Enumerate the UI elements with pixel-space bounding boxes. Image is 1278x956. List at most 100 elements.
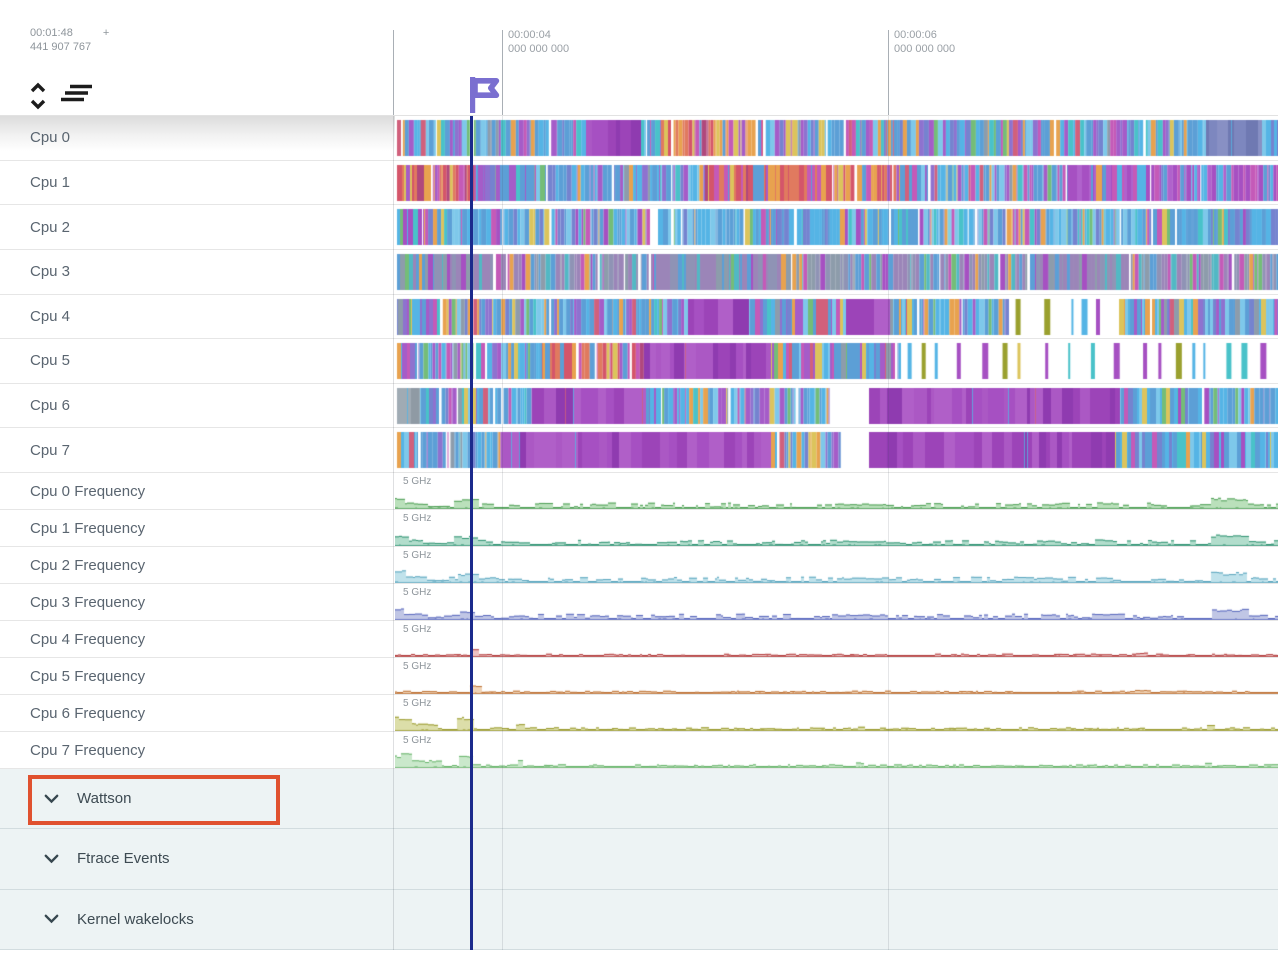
cpu-frequency-track-row: Cpu 1 Frequency 5 GHz [0, 510, 1278, 547]
flag-marker-icon[interactable] [466, 74, 506, 121]
frequency-scale-label: 5 GHz [403, 587, 432, 598]
cpu-track-row: Cpu 6 [0, 383, 1278, 429]
track-label-text: Cpu 3 [30, 263, 71, 281]
track-label-cpu-6[interactable]: Cpu 6 [0, 384, 395, 428]
timeline-gridline [502, 116, 503, 950]
track-label-text: Cpu 2 [30, 218, 71, 236]
group-row-kernel-wakelocks[interactable]: Kernel wakelocks [0, 889, 1278, 950]
timeline-gridline [888, 116, 889, 950]
track-label-text: Cpu 0 [30, 129, 71, 147]
track-label-cpu-3-frequency[interactable]: Cpu 3 Frequency [0, 584, 395, 620]
frequency-scale-label: 5 GHz [403, 624, 432, 635]
group-label-text: Kernel wakelocks [77, 910, 194, 928]
frequency-scale-label: 5 GHz [403, 735, 432, 746]
timeline-ruler: 00:01:48 +441 907 767 00:00:04 000 000 000… [0, 0, 1278, 116]
chevron-down-icon[interactable] [44, 854, 59, 864]
frequency-scale-label: 5 GHz [403, 476, 432, 487]
frequency-chart-canvas[interactable] [395, 621, 1278, 657]
track-label-text: Cpu 3 Frequency [30, 593, 146, 611]
track-label-cpu-7[interactable]: Cpu 7 [0, 428, 395, 472]
cpu-track-row: Cpu 0 [0, 116, 1278, 161]
track-label-cpu-1-frequency[interactable]: Cpu 1 Frequency [0, 510, 395, 546]
track-label-text: Cpu 5 Frequency [30, 667, 146, 685]
cpu-frequency-track-row: Cpu 2 Frequency 5 GHz [0, 547, 1278, 584]
ruler-tick-label: 00:00:06 000 000 000 [894, 29, 956, 55]
ruler-tick [502, 30, 503, 116]
group-row-ftrace-events[interactable]: Ftrace Events [0, 829, 1278, 890]
group-label-text: Wattson [77, 790, 132, 808]
track-label-cpu-5[interactable]: Cpu 5 [0, 339, 395, 383]
time-offset-plus: + [102, 27, 110, 39]
cpu-frequency-track-row: Cpu 7 Frequency 5 GHz [0, 732, 1278, 769]
track-label-text: Cpu 0 Frequency [30, 482, 146, 500]
frequency-chart-canvas[interactable] [395, 547, 1278, 583]
time-origin-nanos: 441 907 767 [30, 41, 92, 53]
cpu-slices-canvas[interactable] [395, 428, 1278, 472]
cpu-track-row: Cpu 5 [0, 339, 1278, 384]
cpu-frequency-track-row: Cpu 4 Frequency 5 GHz [0, 621, 1278, 658]
cpu-track-row: Cpu 1 [0, 160, 1278, 206]
frequency-chart-canvas[interactable] [395, 658, 1278, 694]
frequency-chart-canvas[interactable] [395, 732, 1278, 768]
cpu-slices-canvas[interactable] [395, 249, 1278, 294]
cpu-track-row: Cpu 3 [0, 249, 1278, 295]
frequency-chart-canvas[interactable] [395, 473, 1278, 509]
ruler-tick [888, 30, 889, 116]
frequency-chart-canvas[interactable] [395, 510, 1278, 546]
track-label-cpu-2[interactable]: Cpu 2 [0, 205, 395, 249]
time-origin: 00:01:48 +441 907 767 [30, 27, 110, 53]
track-label-text: Cpu 6 Frequency [30, 704, 146, 722]
track-label-cpu-3[interactable]: Cpu 3 [0, 250, 395, 294]
chevron-down-icon[interactable] [44, 914, 59, 924]
header-divider [0, 115, 1278, 116]
track-label-text: Cpu 1 [30, 173, 71, 191]
track-label-cpu-4-frequency[interactable]: Cpu 4 Frequency [0, 621, 395, 657]
frequency-scale-label: 5 GHz [403, 513, 432, 524]
cpu-slices-canvas[interactable] [395, 383, 1278, 428]
cpu-frequency-track-row: Cpu 3 Frequency 5 GHz [0, 584, 1278, 621]
track-label-text: Cpu 7 [30, 441, 71, 459]
track-label-cpu-4[interactable]: Cpu 4 [0, 295, 395, 339]
chevron-down-icon[interactable] [44, 794, 59, 804]
cpu-track-row: Cpu 7 [0, 428, 1278, 473]
group-row-wattson[interactable]: Wattson [0, 769, 1278, 830]
cpu-slices-canvas[interactable] [395, 339, 1278, 383]
cpu-frequency-track-row: Cpu 5 Frequency 5 GHz [0, 658, 1278, 695]
track-label-cpu-7-frequency[interactable]: Cpu 7 Frequency [0, 732, 395, 768]
cpu-slices-canvas[interactable] [395, 116, 1278, 160]
track-label-cpu-5-frequency[interactable]: Cpu 5 Frequency [0, 658, 395, 694]
frequency-chart-canvas[interactable] [395, 695, 1278, 731]
note-marker-line[interactable] [470, 116, 473, 950]
track-label-text: Cpu 4 Frequency [30, 630, 146, 648]
track-label-text: Cpu 6 [30, 397, 71, 415]
frequency-scale-label: 5 GHz [403, 550, 432, 561]
sort-tracks-icon[interactable] [60, 84, 94, 109]
track-label-text: Cpu 4 [30, 307, 71, 325]
track-label-cpu-6-frequency[interactable]: Cpu 6 Frequency [0, 695, 395, 731]
frequency-scale-label: 5 GHz [403, 698, 432, 709]
track-label-text: Cpu 1 Frequency [30, 519, 146, 537]
cpu-frequency-track-row: Cpu 0 Frequency 5 GHz [0, 473, 1278, 510]
cpu-frequency-track-row: Cpu 6 Frequency 5 GHz [0, 695, 1278, 732]
cpu-slices-canvas[interactable] [395, 294, 1278, 339]
cpu-slices-canvas[interactable] [395, 160, 1278, 205]
track-label-text: Cpu 2 Frequency [30, 556, 146, 574]
group-label-text: Ftrace Events [77, 850, 170, 868]
cpu-track-row: Cpu 4 [0, 294, 1278, 340]
frequency-chart-canvas[interactable] [395, 584, 1278, 620]
frequency-scale-label: 5 GHz [403, 661, 432, 672]
track-label-cpu-1[interactable]: Cpu 1 [0, 161, 395, 205]
track-label-cpu-0[interactable]: Cpu 0 [0, 116, 395, 160]
group-label-cell[interactable]: Wattson [0, 769, 395, 828]
group-label-cell[interactable]: Ftrace Events [0, 829, 395, 888]
track-label-cpu-0-frequency[interactable]: Cpu 0 Frequency [0, 473, 395, 509]
ruler-tick [393, 30, 394, 116]
track-label-cpu-2-frequency[interactable]: Cpu 2 Frequency [0, 547, 395, 583]
group-label-cell[interactable]: Kernel wakelocks [0, 890, 395, 949]
expand-collapse-tracks-icon[interactable] [28, 82, 48, 115]
track-label-text: Cpu 7 Frequency [30, 741, 146, 759]
ruler-tick-label: 00:00:04 000 000 000 [508, 29, 570, 55]
track-label-text: Cpu 5 [30, 352, 71, 370]
cpu-slices-canvas[interactable] [395, 205, 1278, 249]
